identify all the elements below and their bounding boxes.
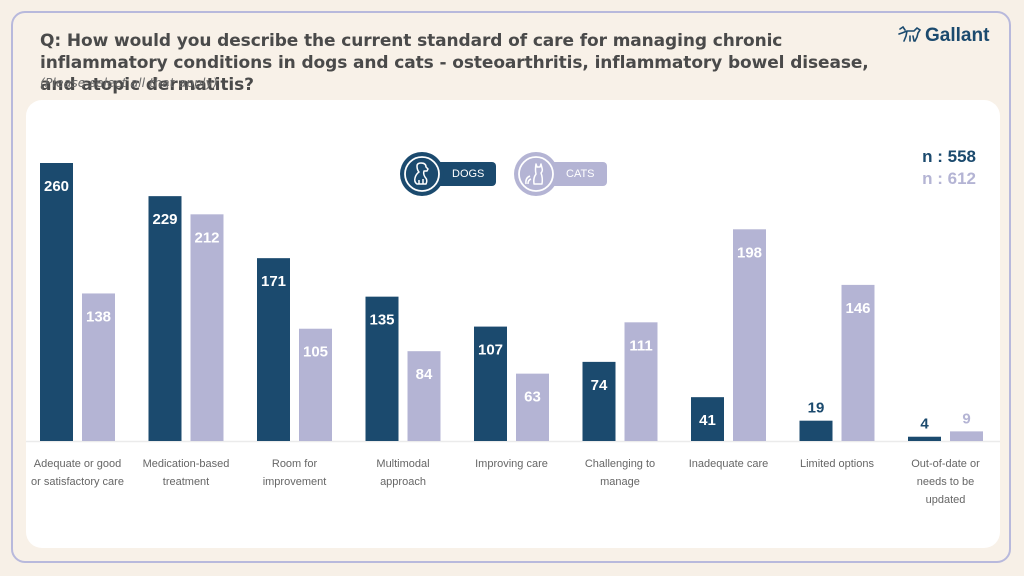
x-tick-label: Improving care xyxy=(457,455,567,473)
x-tick-label: Challenging to manage xyxy=(565,455,675,491)
x-tick-label-line: approach xyxy=(380,476,426,488)
x-tick-label: Medication-based treatment xyxy=(131,455,241,491)
bar-dogs-7 xyxy=(799,420,833,441)
x-tick-label-line: Limited options xyxy=(800,458,874,470)
data-label-dogs-0: 260 xyxy=(44,178,69,195)
bar-dogs-5 xyxy=(582,361,616,441)
bar-dogs-6 xyxy=(691,397,724,441)
bar-dogs-8 xyxy=(908,436,941,441)
data-label-cats-0: 138 xyxy=(86,308,111,325)
x-tick-label-line: or satisfactory care xyxy=(31,476,124,488)
x-tick-label-line: Improving care xyxy=(475,458,548,470)
data-label-dogs-2: 171 xyxy=(261,273,286,290)
x-tick-label: Adequate or good or satisfactory care xyxy=(23,455,133,491)
x-tick-label: Inadequate care xyxy=(674,455,784,473)
x-tick-label: Multimodal approach xyxy=(348,455,458,491)
data-label-cats-3: 84 xyxy=(416,366,433,383)
x-tick-label-line: Multimodal xyxy=(376,458,430,470)
x-tick-label-line: updated xyxy=(925,494,966,506)
data-label-dogs-4: 107 xyxy=(478,342,503,359)
chart-card xyxy=(26,100,1000,548)
cat-icon xyxy=(514,152,558,196)
logo-text: Gallant xyxy=(925,25,990,46)
bar-dogs-4 xyxy=(474,326,507,441)
data-label-dogs-6: 41 xyxy=(699,412,716,429)
data-label-cats-6: 198 xyxy=(737,244,762,261)
x-tick-label-line: Adequate or good xyxy=(33,458,122,470)
gallant-logo: Gallant xyxy=(898,25,989,47)
bar-cats-7 xyxy=(841,284,875,441)
x-tick-label-line: needs to be xyxy=(916,476,975,488)
data-label-cats-4: 63 xyxy=(524,389,541,406)
bar-cats-2 xyxy=(299,328,332,441)
x-tick-label: Out-of-date or needs to be updated xyxy=(891,455,1001,509)
x-tick-label-line: Inadequate care xyxy=(688,458,769,470)
x-tick-label-line: improvement xyxy=(262,476,327,488)
bar-dogs-2 xyxy=(257,258,290,441)
bar-cats-6 xyxy=(733,229,766,441)
sample-size-dogs: n : 558 xyxy=(922,147,976,166)
x-tick-label-line: treatment xyxy=(162,476,210,488)
question-title: Q: How would you describe the current st… xyxy=(40,31,869,95)
data-label-cats-5: 111 xyxy=(629,337,652,354)
data-label-dogs-1: 229 xyxy=(152,211,177,228)
data-label-dogs-7: 19 xyxy=(808,400,825,417)
bar-cats-1 xyxy=(190,214,224,441)
x-tick-label: Limited options xyxy=(782,455,892,473)
bar-dogs-3 xyxy=(365,296,399,441)
bar-cats-8 xyxy=(950,431,983,441)
data-label-cats-8: 9 xyxy=(962,410,970,427)
bar-dogs-1 xyxy=(148,196,182,441)
legend-cats: CATS xyxy=(514,152,607,196)
question-subtitle: (Please select all that apply) xyxy=(40,75,218,90)
x-tick-label-line: Medication-based xyxy=(142,458,230,470)
data-label-cats-1: 212 xyxy=(194,229,219,246)
sample-size-cats: n : 612 xyxy=(922,169,976,188)
data-label-dogs-5: 74 xyxy=(591,377,608,394)
bar-cats-5 xyxy=(624,322,658,441)
legend-dogs: DOGS xyxy=(400,152,497,196)
bar-dogs-0 xyxy=(40,163,73,441)
bar-cats-4 xyxy=(516,373,549,441)
data-label-cats-7: 146 xyxy=(845,300,870,317)
x-tick-label-line: Room for xyxy=(271,458,318,470)
data-label-cats-2: 105 xyxy=(303,344,328,361)
x-tick-label-line: Challenging to xyxy=(584,458,656,470)
dog-icon xyxy=(400,152,444,196)
x-tick-label-line: manage xyxy=(600,476,640,488)
x-tick-label: Room for improvement xyxy=(240,455,350,491)
x-tick-label-line: Out-of-date or xyxy=(911,458,980,470)
bar-cats-0 xyxy=(82,293,115,441)
bar-cats-3 xyxy=(407,351,441,441)
data-label-dogs-8: 4 xyxy=(920,416,929,433)
dog-icon xyxy=(898,25,922,47)
data-label-dogs-3: 135 xyxy=(369,312,394,329)
